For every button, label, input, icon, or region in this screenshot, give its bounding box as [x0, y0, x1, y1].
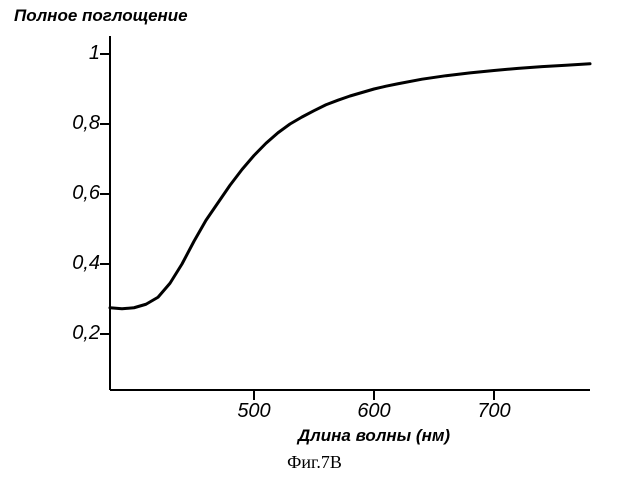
- y-tick-label: 0,2: [40, 322, 100, 345]
- y-tick-label: 0,6: [40, 182, 100, 205]
- y-tick-label: 0,4: [40, 252, 100, 275]
- x-tick-label: 500: [224, 400, 284, 423]
- figure-caption: Фиг.7B: [0, 452, 629, 473]
- x-tick-label: 600: [344, 400, 404, 423]
- plot-outer: 0,20,40,60,81500600700Длина волны (нм): [40, 30, 600, 430]
- data-line: [110, 64, 590, 309]
- y-tick-label: 0,8: [40, 112, 100, 135]
- plot-area: [110, 40, 590, 390]
- y-tick-label: 1: [40, 42, 100, 65]
- x-axis-label: Длина волны (нм): [254, 426, 494, 446]
- x-tick-label: 700: [464, 400, 524, 423]
- chart-title: Полное поглощение: [14, 6, 188, 26]
- figure-container: Полное поглощение 0,2 0,4 0,6 0,8 1 500 600 700…: [0, 0, 629, 500]
- chart-svg: [96, 26, 604, 404]
